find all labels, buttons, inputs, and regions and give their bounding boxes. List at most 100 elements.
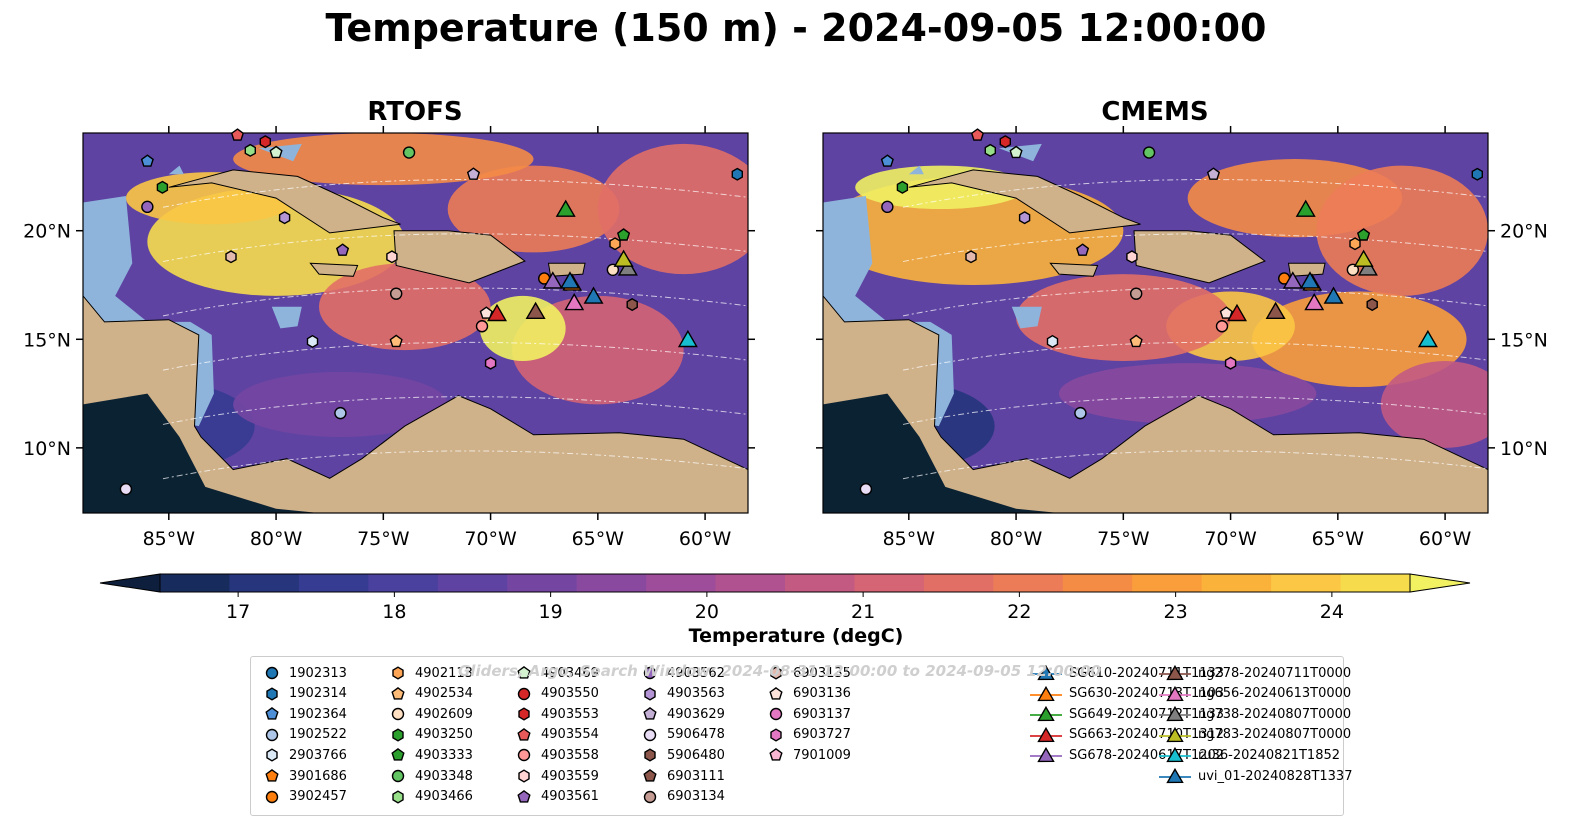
colorbar-segment — [923, 574, 994, 592]
legend-item: SG649-20240712T1133 — [1029, 704, 1224, 724]
legend-item: 4903469 — [513, 663, 599, 683]
station-marker — [1129, 287, 1143, 300]
legend-item-label: 6903134 — [667, 789, 725, 805]
station-marker — [475, 320, 489, 333]
colorbar-tick-label: 19 — [539, 601, 563, 623]
legend-marker-icon — [266, 748, 278, 762]
legend-marker-icon — [1159, 706, 1191, 722]
legend-marker-icon — [643, 666, 657, 680]
station-marker — [141, 200, 154, 214]
legend-marker-icon — [517, 727, 531, 741]
legend-item: 4903558 — [513, 745, 599, 765]
legend-item: SG678-20240617T1202 — [1029, 745, 1224, 765]
colorbar-tick-label: 22 — [1007, 601, 1031, 623]
legend-marker-icon — [391, 748, 405, 761]
legend-item-label: 4903562 — [667, 665, 725, 681]
station-marker — [386, 250, 398, 264]
station-marker — [965, 250, 977, 264]
legend-item: 6903136 — [765, 684, 851, 704]
station-marker — [140, 154, 154, 167]
legend-item-label: 4903250 — [415, 727, 473, 743]
station-marker — [559, 271, 580, 289]
colorbar-segment — [229, 574, 300, 592]
station-marker — [1142, 146, 1156, 159]
station-marker — [1075, 243, 1090, 256]
legend-item: 2903766 — [261, 745, 347, 765]
legend-item-label: 4903348 — [415, 768, 473, 784]
lon-tick-label: 65°W — [1312, 528, 1365, 550]
legend-item-label: 4903563 — [667, 686, 725, 702]
legend: 1902313 1902314 1902364 1902522 2903766 39016… — [250, 656, 1352, 816]
colorbar-segment — [1062, 574, 1133, 592]
lon-tick-label: 60°W — [679, 528, 732, 550]
station-marker — [1046, 334, 1059, 349]
legend-marker-icon — [769, 686, 783, 700]
legend-marker-icon — [644, 748, 656, 762]
legend-item: SG610-20240711T1133 — [1029, 663, 1224, 683]
legend-marker-icon — [392, 789, 404, 804]
legend-item-label: SG649-20240712T1133 — [1069, 706, 1225, 722]
station-marker — [334, 406, 347, 420]
station-marker — [230, 128, 245, 141]
legend-item-label: SG610-20240711T1133 — [1069, 665, 1225, 681]
station-marker — [677, 329, 698, 348]
station-marker — [1009, 145, 1023, 159]
legend-item: SG630-20240713T1103 — [1029, 684, 1224, 704]
legend-item: ru36-20240821T1852 — [1158, 745, 1340, 765]
station-marker — [1282, 271, 1303, 289]
colorbar-segment — [298, 574, 369, 592]
legend-marker-icon — [265, 769, 279, 782]
legend-marker-icon — [769, 748, 783, 761]
station-marker — [1366, 297, 1378, 312]
station-marker — [1224, 356, 1237, 370]
station-marker — [896, 180, 909, 194]
station-marker — [731, 167, 743, 181]
station-marker — [1417, 329, 1438, 348]
lon-tick-label: 80°W — [990, 528, 1043, 550]
legend-item: 4903629 — [639, 704, 725, 724]
colorbar-segment — [646, 574, 717, 592]
colorbar-segment — [507, 574, 578, 592]
station-marker — [225, 250, 237, 264]
colorbar-tick-label: 24 — [1320, 601, 1344, 623]
legend-item: ng278-20240711T0000 — [1158, 663, 1351, 683]
colorbar-segment — [1132, 574, 1203, 592]
legend-item: 3902457 — [261, 787, 347, 807]
station-marker — [555, 199, 576, 217]
legend-item-label: 5906478 — [667, 727, 725, 743]
legend-item: 4903559 — [513, 766, 599, 786]
station-marker — [1295, 199, 1316, 217]
legend-item-label: 6903727 — [793, 727, 851, 743]
legend-marker-icon — [517, 666, 531, 679]
station-marker — [880, 154, 894, 167]
lon-tick-label: 70°W — [1204, 528, 1257, 550]
colorbar-segment — [437, 574, 508, 592]
station-marker — [881, 200, 894, 214]
legend-item: 4903553 — [513, 704, 599, 724]
colorbar-segment — [368, 574, 439, 592]
colorbar: 17 18 19 20 21 22 23 24 — [99, 573, 1471, 623]
legend-item-label: 3901686 — [289, 768, 347, 784]
legend-item-label: ng278-20240711T0000 — [1198, 665, 1352, 681]
legend-item: 4903561 — [513, 787, 599, 807]
legend-marker-icon — [392, 666, 404, 680]
colorbar-label: Temperature (degC) — [688, 625, 904, 647]
colorbar-tick-label: 20 — [695, 601, 719, 623]
station-marker — [389, 334, 403, 348]
colorbar-max-extend — [1409, 573, 1471, 593]
legend-item-label: 4903559 — [541, 768, 599, 784]
colorbar-tick-label: 21 — [851, 601, 875, 623]
legend-item-label: 7901009 — [793, 747, 851, 763]
legend-marker-icon — [1159, 767, 1191, 784]
station-marker — [616, 228, 631, 241]
station-marker — [479, 306, 493, 319]
legend-marker-icon — [1159, 726, 1191, 742]
station-marker — [1215, 320, 1229, 333]
colorbar-segment — [1201, 574, 1272, 592]
legend-item-label: 4902609 — [415, 706, 473, 722]
legend-item-label: 4903554 — [541, 727, 599, 743]
legend-marker-icon — [644, 686, 656, 701]
legend-item: 6903727 — [765, 725, 851, 745]
station-marker — [1353, 249, 1374, 267]
station-marker — [389, 287, 403, 300]
